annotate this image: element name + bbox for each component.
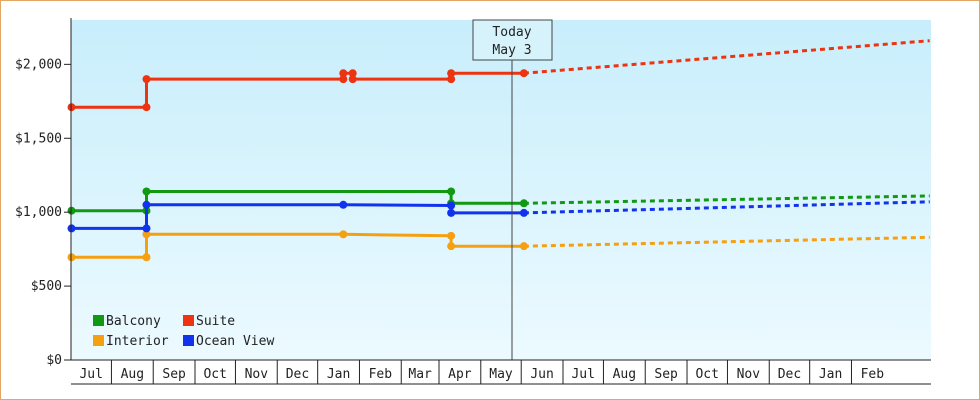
series-projection <box>523 200 930 215</box>
data-point <box>348 69 357 78</box>
data-point <box>447 69 456 78</box>
x-tick-label: Jun <box>530 367 553 382</box>
data-point <box>447 208 456 217</box>
data-point <box>519 199 528 208</box>
data-point <box>142 224 151 233</box>
x-tick-label: Feb <box>369 367 393 382</box>
data-point <box>142 187 151 196</box>
data-point <box>339 75 348 84</box>
x-axis-ticks: Jul Aug Sep Oct Nov Dec Jan Feb Mar Apr May Jun Jul A… <box>79 360 884 384</box>
legend-label: Balcony <box>106 314 161 329</box>
y-tick-label: $0 <box>46 353 62 368</box>
data-point <box>142 253 151 262</box>
y-axis-ticks: $0 $500 $1,000 $1,500 $2,000 <box>15 57 71 368</box>
x-tick-label: Sep <box>654 367 678 382</box>
legend-swatch <box>183 335 194 346</box>
x-tick-label: Oct <box>203 367 226 382</box>
legend-swatch <box>93 315 104 326</box>
data-point <box>447 242 456 251</box>
y-tick-label: $500 <box>31 279 62 294</box>
axes <box>64 18 931 385</box>
x-tick-label: Dec <box>778 367 801 382</box>
today-box <box>472 19 553 61</box>
y-tick-label: $1,000 <box>15 205 62 220</box>
data-point <box>519 242 528 251</box>
series-projection <box>523 235 930 248</box>
data-point <box>339 200 348 209</box>
legend-label: Suite <box>196 314 235 329</box>
data-point <box>447 231 456 240</box>
legend-swatch <box>93 335 104 346</box>
series-projection <box>523 194 930 205</box>
x-tick-label: Nov <box>245 367 269 382</box>
x-tick-label: Jul <box>571 367 594 382</box>
x-tick-label: Mar <box>408 367 432 382</box>
x-tick-label: Jan <box>819 367 842 382</box>
x-tick-label: Apr <box>448 367 472 382</box>
x-tick-label: May <box>489 367 513 382</box>
today-marker: Today May 3 <box>472 19 553 360</box>
data-point <box>348 75 357 84</box>
series-lines <box>67 39 930 262</box>
x-tick-label: Dec <box>286 367 309 382</box>
data-point <box>447 201 456 210</box>
data-point <box>142 200 151 209</box>
x-tick-label: Aug <box>613 367 636 382</box>
x-tick-label: Feb <box>861 367 885 382</box>
series-ocean-view <box>67 200 930 233</box>
legend-swatch <box>183 315 194 326</box>
x-tick-label: Jul <box>79 367 102 382</box>
y-tick-label: $1,500 <box>15 131 62 146</box>
data-point <box>142 75 151 84</box>
data-point <box>142 103 151 112</box>
today-label: Today <box>492 25 531 40</box>
data-point <box>339 230 348 239</box>
today-date: May 3 <box>492 43 531 58</box>
x-tick-label: Oct <box>695 367 718 382</box>
y-tick-label: $2,000 <box>15 57 62 72</box>
x-tick-label: Jan <box>327 367 350 382</box>
x-tick-label: Nov <box>737 367 761 382</box>
x-tick-label: Aug <box>121 367 144 382</box>
data-point <box>519 208 528 217</box>
legend-label: Ocean View <box>196 334 274 349</box>
series-projection <box>523 39 930 75</box>
x-tick-label: Sep <box>162 367 186 382</box>
data-point <box>142 230 151 239</box>
series-suite <box>67 39 930 112</box>
legend: Balcony Suite Interior Ocean View <box>93 314 274 349</box>
series-interior <box>67 230 930 262</box>
data-point <box>339 69 348 78</box>
data-point <box>447 187 456 196</box>
legend-label: Interior <box>106 334 169 349</box>
series-line <box>71 190 524 213</box>
data-point <box>519 69 528 78</box>
data-point <box>447 75 456 84</box>
